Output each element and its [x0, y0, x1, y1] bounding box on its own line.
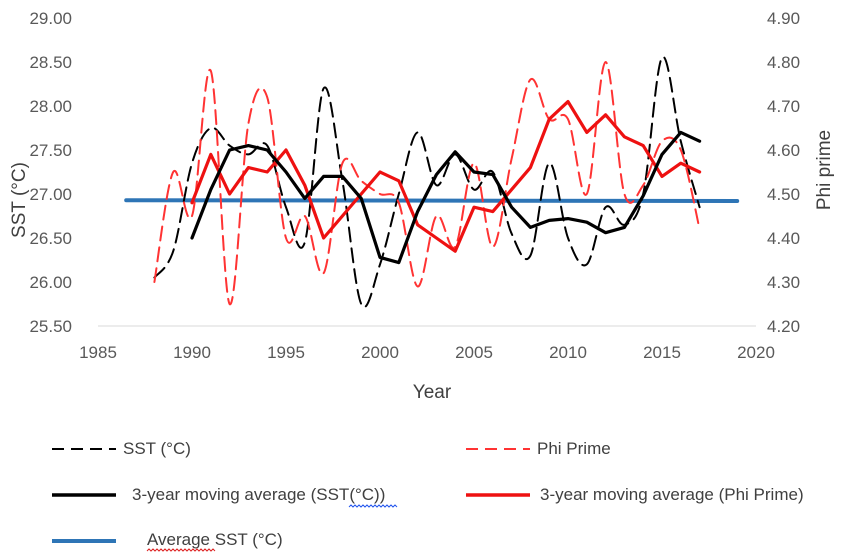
legend-item-phi-prime: Phi Prime — [466, 439, 611, 458]
legend-item-sst-moving-average: 3-year moving average (SST(°C)) — [52, 485, 398, 508]
legend-label-phi-prime: Phi Prime — [537, 439, 611, 458]
x-tick-label: 2000 — [361, 343, 399, 362]
x-tick-label: 2010 — [549, 343, 587, 362]
y2-tick-label: 4.40 — [767, 229, 800, 248]
x-tick-label: 2015 — [643, 343, 681, 362]
legend-item-sst: SST (°C) — [52, 439, 191, 458]
x-tick-label: 1985 — [79, 343, 117, 362]
plot-area — [98, 56, 756, 327]
x-tick-label: 1990 — [173, 343, 211, 362]
legend-label-sst-moving-average: 3-year moving average (SST(°C)) — [132, 485, 385, 504]
x-tick-label: 2020 — [737, 343, 775, 362]
y-tick-label: 29.00 — [29, 9, 72, 28]
y2-axis-title: Phi prime — [814, 130, 835, 210]
x-tick-label: 1995 — [267, 343, 305, 362]
average-sst-line — [124, 198, 740, 203]
sst-line — [153, 56, 701, 308]
y2-tick-label: 4.80 — [767, 53, 800, 72]
spellcheck-underline — [146, 548, 216, 552]
legend-item-phi-prime-moving-average: 3-year moving average (Phi Prime) — [466, 485, 804, 504]
legend-label-sst: SST (°C) — [123, 439, 191, 458]
y-tick-label: 26.00 — [29, 273, 72, 292]
y-tick-label: 25.50 — [29, 317, 72, 336]
y-tick-label: 26.50 — [29, 229, 72, 248]
y2-tick-label: 4.60 — [767, 141, 800, 160]
y2-tick-label: 4.70 — [767, 97, 800, 116]
phi-prime-line — [153, 61, 701, 306]
sst-moving-average-line — [190, 130, 702, 265]
spellcheck-underline — [348, 504, 398, 508]
y-tick-label: 27.00 — [29, 185, 72, 204]
y-tick-label: 27.50 — [29, 141, 72, 160]
legend-item-average-sst: Average SST (°C) — [52, 530, 283, 552]
x-axis-title: Year — [413, 382, 452, 403]
y2-tick-label: 4.20 — [767, 317, 800, 336]
y-tick-label: 28.50 — [29, 53, 72, 72]
legend-label-average-sst: Average SST (°C) — [147, 530, 283, 549]
y-tick-label: 28.00 — [29, 97, 72, 116]
legend-label-phi-prime-moving-average: 3-year moving average (Phi Prime) — [540, 485, 804, 504]
x-tick-label: 2005 — [455, 343, 493, 362]
y2-tick-label: 4.30 — [767, 273, 800, 292]
legend: SST (°C) Phi Prime 3-year moving average… — [52, 439, 804, 552]
y2-tick-label: 4.50 — [767, 185, 800, 204]
y-axis-title: SST (°C) — [9, 162, 30, 238]
y2-tick-label: 4.90 — [767, 9, 800, 28]
